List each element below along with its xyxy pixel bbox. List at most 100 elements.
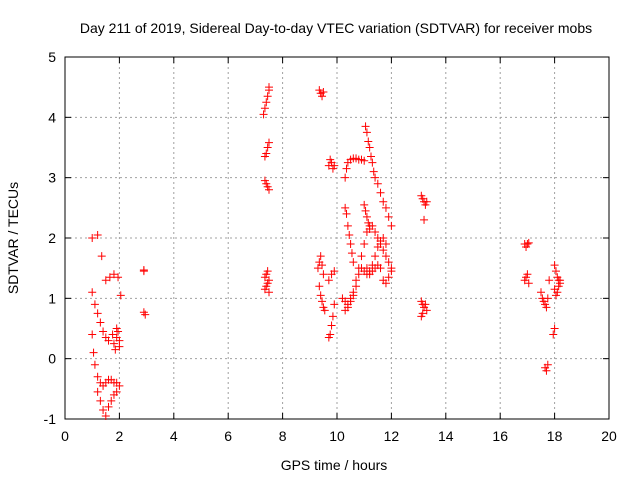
data-point	[341, 173, 350, 182]
data-point	[112, 387, 121, 396]
data-point	[345, 230, 354, 239]
data-point	[381, 203, 390, 212]
data-point	[112, 333, 121, 342]
data-point	[105, 273, 114, 282]
x-tick-label: 14	[438, 428, 454, 444]
data-point	[545, 276, 554, 285]
x-tick-label: 18	[547, 428, 563, 444]
data-point	[379, 246, 388, 255]
x-tick-label: 4	[170, 428, 178, 444]
data-point	[89, 348, 98, 357]
x-axis-label: GPS time / hours	[281, 457, 388, 473]
data-point	[537, 288, 545, 297]
data-point	[104, 336, 113, 345]
data-point	[104, 402, 113, 411]
data-point	[523, 270, 532, 279]
y-tick-label: 0	[48, 351, 56, 367]
data-point	[365, 143, 374, 152]
data-point	[349, 291, 358, 300]
data-point	[88, 234, 97, 242]
data-point	[362, 128, 371, 137]
data-point	[422, 306, 431, 315]
data-point	[364, 218, 373, 227]
data-point	[90, 360, 99, 369]
data-point	[318, 261, 327, 270]
data-point	[524, 279, 533, 288]
x-tick-label: 10	[329, 428, 345, 444]
data-point	[542, 366, 551, 375]
x-tick-label: 8	[279, 428, 287, 444]
data-point	[99, 327, 108, 336]
data-point	[101, 411, 110, 420]
y-tick-label: 3	[48, 170, 56, 186]
data-point	[139, 265, 148, 274]
data-point	[360, 156, 369, 165]
data-point	[93, 309, 102, 318]
data-point	[265, 138, 273, 147]
data-point	[93, 230, 102, 239]
data-point	[320, 306, 329, 315]
data-point	[330, 267, 339, 276]
data-point	[379, 234, 388, 242]
data-point	[373, 179, 382, 188]
y-tick-label: 2	[48, 230, 56, 246]
data-point	[265, 83, 273, 92]
data-point	[313, 264, 322, 273]
y-tick-label: 5	[48, 49, 56, 65]
data-point	[361, 122, 370, 131]
grid-lines	[65, 57, 609, 419]
data-point	[109, 270, 118, 279]
data-points	[88, 83, 565, 420]
data-point	[524, 238, 533, 247]
data-point	[360, 200, 369, 209]
data-point	[371, 252, 380, 261]
data-point	[330, 161, 339, 170]
data-point	[97, 252, 106, 261]
data-point	[523, 240, 532, 249]
data-point	[115, 381, 124, 390]
data-point	[371, 227, 380, 236]
x-tick-label: 2	[116, 428, 124, 444]
data-point	[346, 240, 355, 249]
data-point	[365, 224, 374, 233]
y-tick-label: 1	[48, 290, 56, 306]
y-tick-label: -1	[44, 411, 57, 427]
data-point	[99, 405, 108, 414]
data-point	[357, 252, 366, 261]
data-point	[364, 137, 373, 146]
data-point	[93, 387, 102, 396]
data-point	[354, 270, 363, 279]
data-point	[259, 110, 268, 119]
x-tick-label: 0	[61, 428, 69, 444]
data-point	[420, 215, 429, 224]
data-point	[343, 221, 352, 230]
data-point	[318, 297, 327, 306]
data-point	[263, 143, 272, 152]
data-point	[263, 92, 272, 101]
data-point	[316, 252, 325, 261]
data-point	[262, 149, 271, 158]
data-point	[328, 312, 337, 321]
data-point	[330, 300, 339, 309]
data-point	[115, 342, 124, 351]
data-point	[101, 276, 110, 285]
data-point	[384, 273, 393, 282]
data-point	[114, 273, 123, 282]
x-tick-label: 6	[224, 428, 232, 444]
data-point	[352, 282, 361, 291]
data-point	[318, 92, 327, 101]
data-point	[371, 173, 380, 182]
data-point	[88, 330, 97, 339]
data-point	[319, 87, 328, 96]
data-point	[373, 243, 382, 252]
data-point	[384, 258, 393, 267]
data-point	[111, 345, 120, 354]
data-point	[341, 203, 350, 212]
data-point	[90, 300, 99, 309]
data-point	[376, 188, 385, 197]
data-point	[381, 252, 390, 261]
data-point	[362, 264, 371, 273]
data-point	[342, 209, 351, 218]
data-point	[361, 206, 370, 215]
data-point	[96, 396, 105, 405]
